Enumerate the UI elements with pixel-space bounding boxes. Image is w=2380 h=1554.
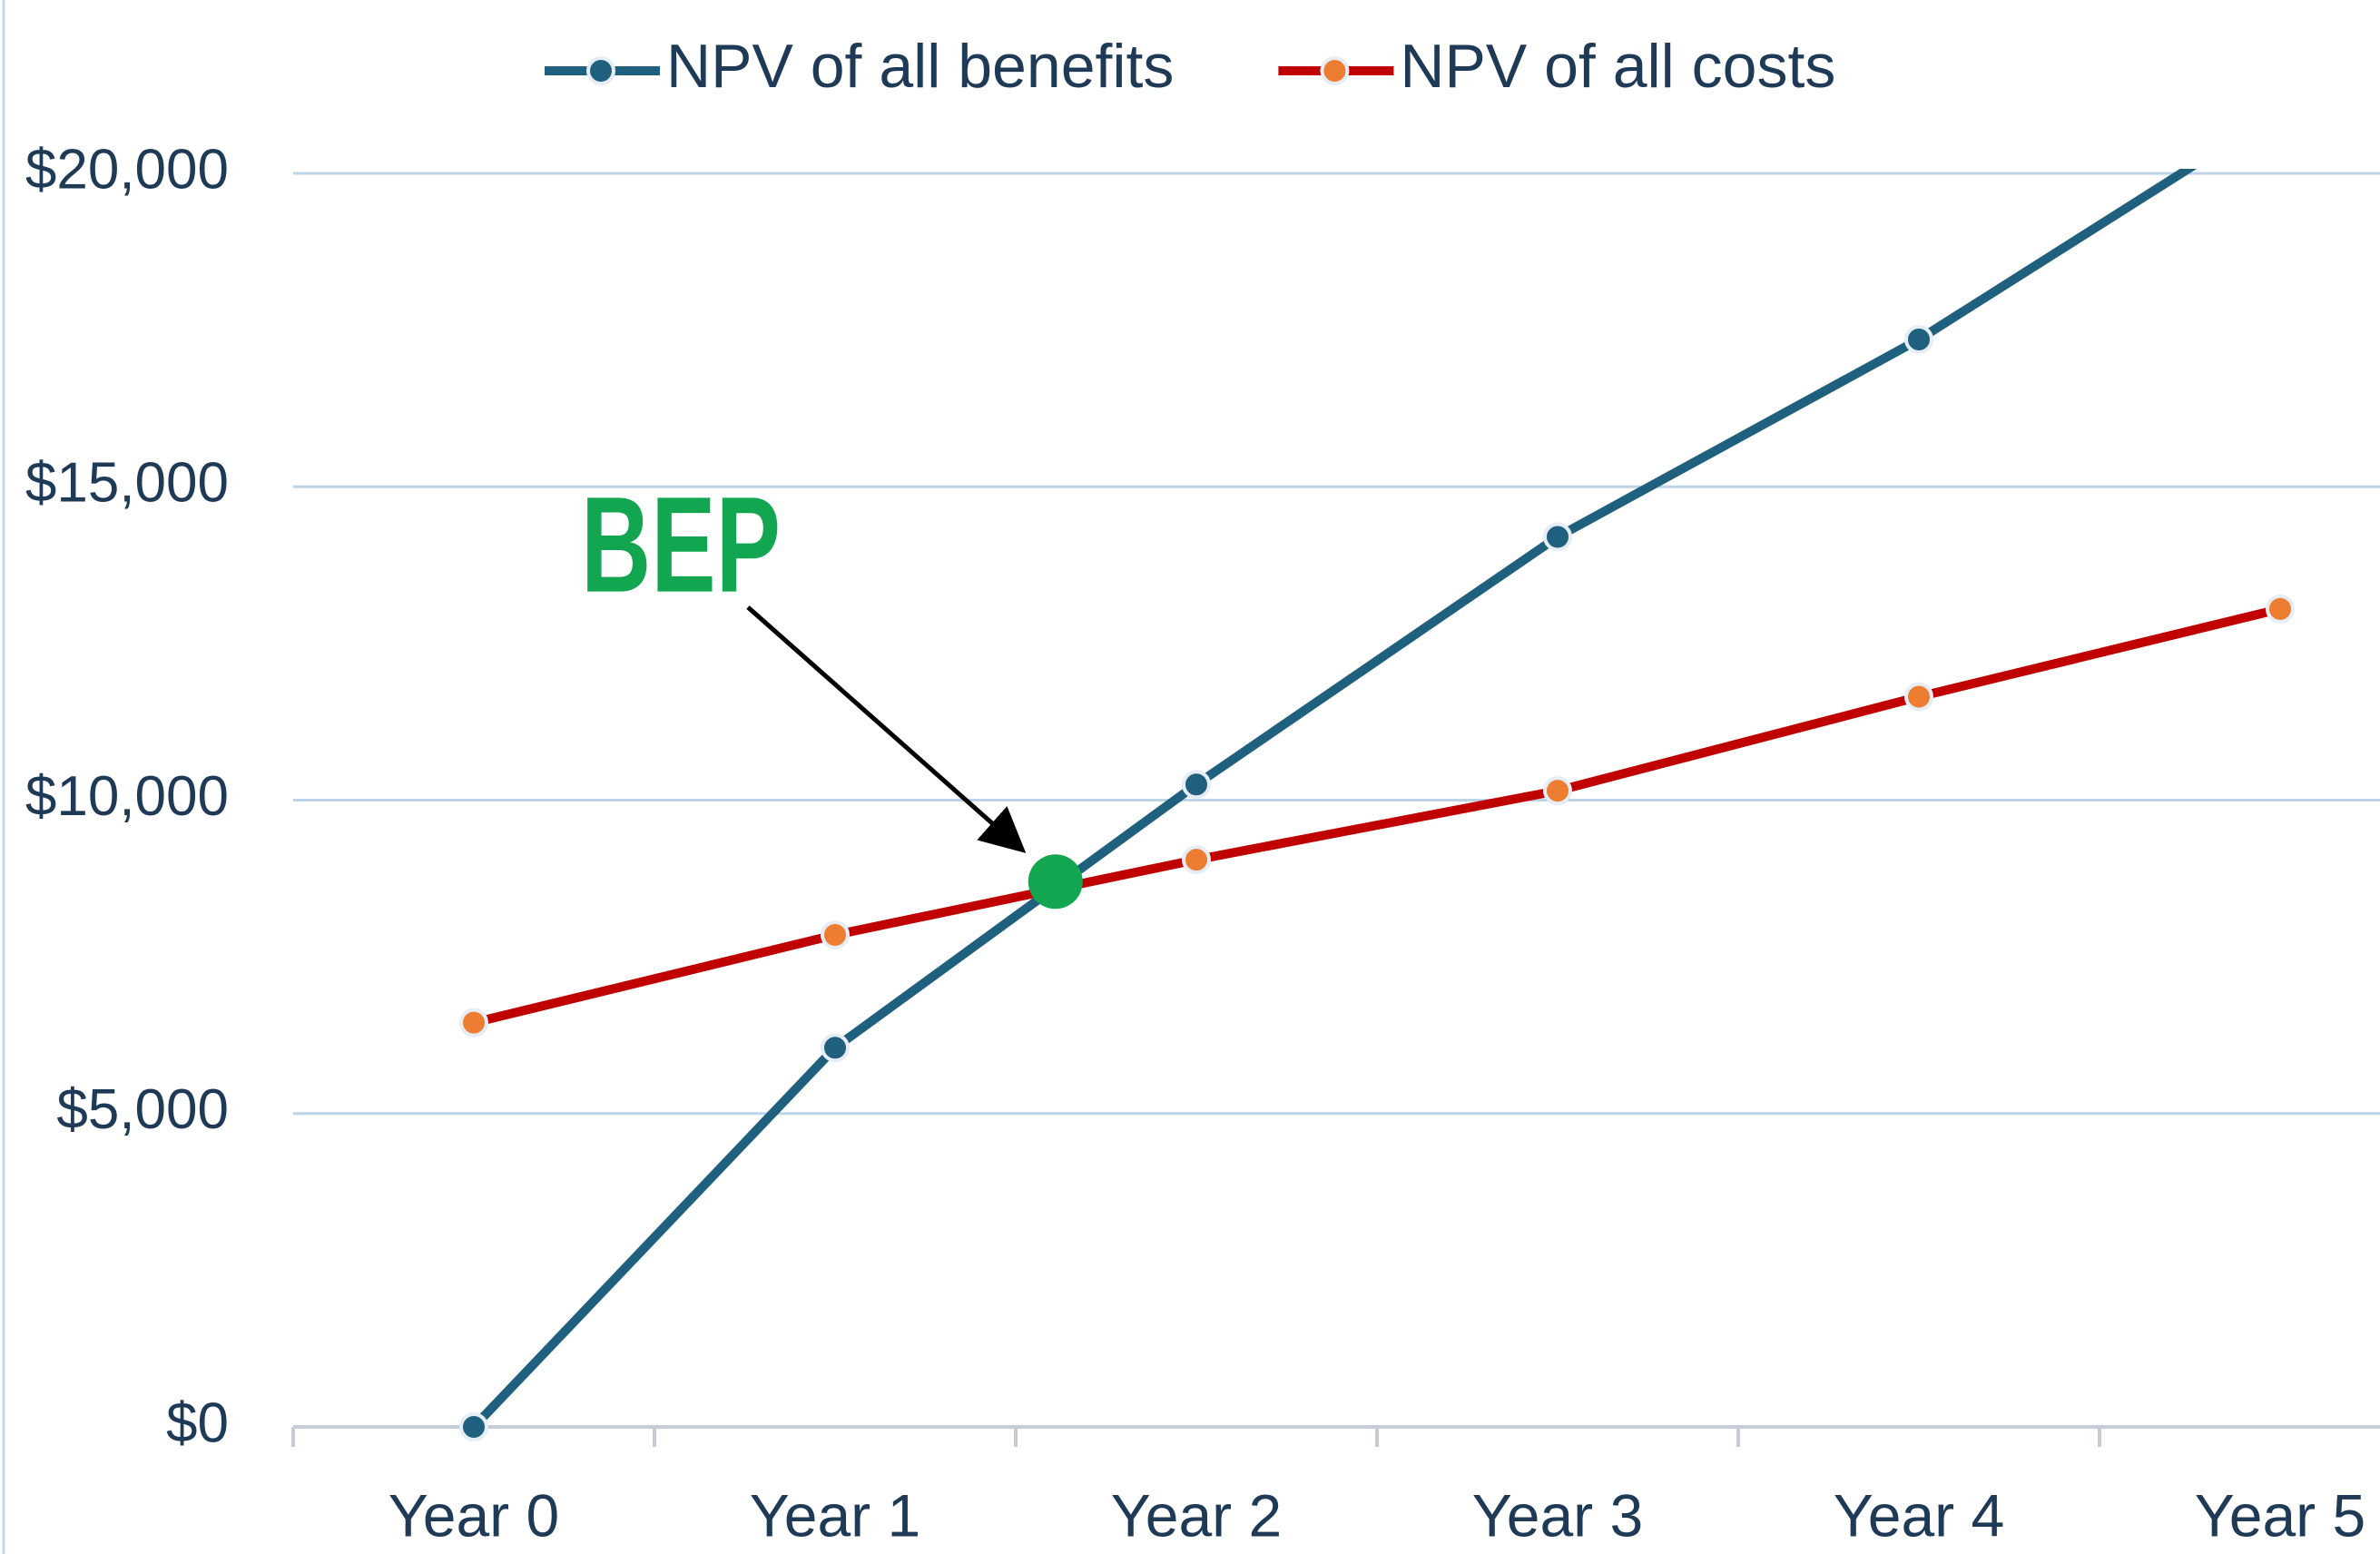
annotation-point [1028,854,1083,910]
annotation-label: BEP [581,468,781,621]
legend-marker [586,56,615,85]
y-tick-label: $0 [166,1392,229,1454]
marker [1904,682,1933,712]
marker [1543,776,1572,806]
series-line [472,605,2282,1028]
marker [459,1008,488,1038]
marker [1904,324,1933,354]
marker [2266,594,2295,624]
marker [821,1033,850,1063]
legend-label: NPV of all benefits [666,32,1174,101]
x-tick-label: Year 5 [2195,1481,2365,1549]
marker [1543,522,1572,552]
plot-area [459,98,2295,1441]
y-tick-label: $15,000 [25,452,229,515]
x-tick-label: Year 4 [1834,1481,2004,1549]
legend-marker [1320,56,1350,85]
x-tick-label: Year 0 [388,1481,559,1549]
marker [1182,845,1211,875]
marker [2267,98,2293,123]
legend-label: NPV of all costs [1400,32,1835,101]
marker [459,1412,488,1441]
y-tick-label: $20,000 [25,138,229,201]
marker [821,920,850,949]
series-line [470,169,2198,1431]
y-tick-label: $10,000 [25,765,229,828]
y-tick-label: $5,000 [56,1078,229,1141]
annotation-arrow [746,605,1027,853]
marker [1182,770,1211,800]
x-tick-label: Year 3 [1472,1481,1643,1549]
x-tick-label: Year 2 [1111,1481,1282,1549]
x-tick-label: Year 1 [750,1481,920,1549]
